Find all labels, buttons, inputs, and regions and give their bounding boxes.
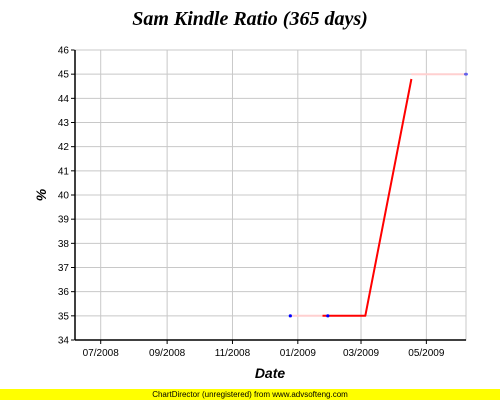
chart-title: Sam Kindle Ratio (365 days): [132, 8, 368, 30]
x-tick-label: 01/2009: [280, 348, 317, 359]
y-tick-label: 35: [58, 311, 70, 322]
y-tick-label: 39: [58, 215, 70, 226]
footer-banner: [0, 389, 500, 400]
y-tick-label: 42: [58, 142, 70, 153]
y-tick-label: 37: [58, 263, 70, 274]
x-axis-title: Date: [255, 365, 286, 381]
series-group: [290, 73, 466, 317]
y-axis-title: %: [33, 188, 49, 201]
y-tick-label: 36: [58, 287, 70, 298]
x-tick-label: 11/2008: [215, 348, 251, 359]
x-tick-labels: 07/2008 09/2008 11/2008 01/2009 03/2009 05/20…: [83, 348, 445, 359]
y-tick-label: 44: [58, 94, 70, 105]
y-tick-label: 34: [58, 336, 70, 347]
y-tick-label: 41: [58, 166, 70, 177]
y-tick-label: 46: [58, 46, 70, 57]
y-tick-label: 43: [58, 118, 70, 129]
x-tick-label: 07/2008: [83, 348, 120, 359]
grid-lines: [75, 49, 466, 341]
x-tick-label: 05/2009: [408, 348, 445, 359]
data-point: [326, 314, 330, 318]
axes: [71, 49, 467, 344]
x-tick-label: 09/2008: [149, 348, 186, 359]
series-line-0: [322, 78, 413, 317]
footer-text: ChartDirector (unregistered) from www.ad…: [152, 390, 348, 399]
y-tick-labels: 34 35 36 37 38 39 40 41 42 43 44 45 46: [58, 46, 70, 347]
y-tick-label: 40: [58, 191, 70, 202]
x-tick-label: 03/2009: [343, 348, 380, 359]
y-tick-label: 38: [58, 239, 70, 250]
data-point: [288, 314, 292, 318]
y-tick-label: 45: [58, 70, 70, 81]
